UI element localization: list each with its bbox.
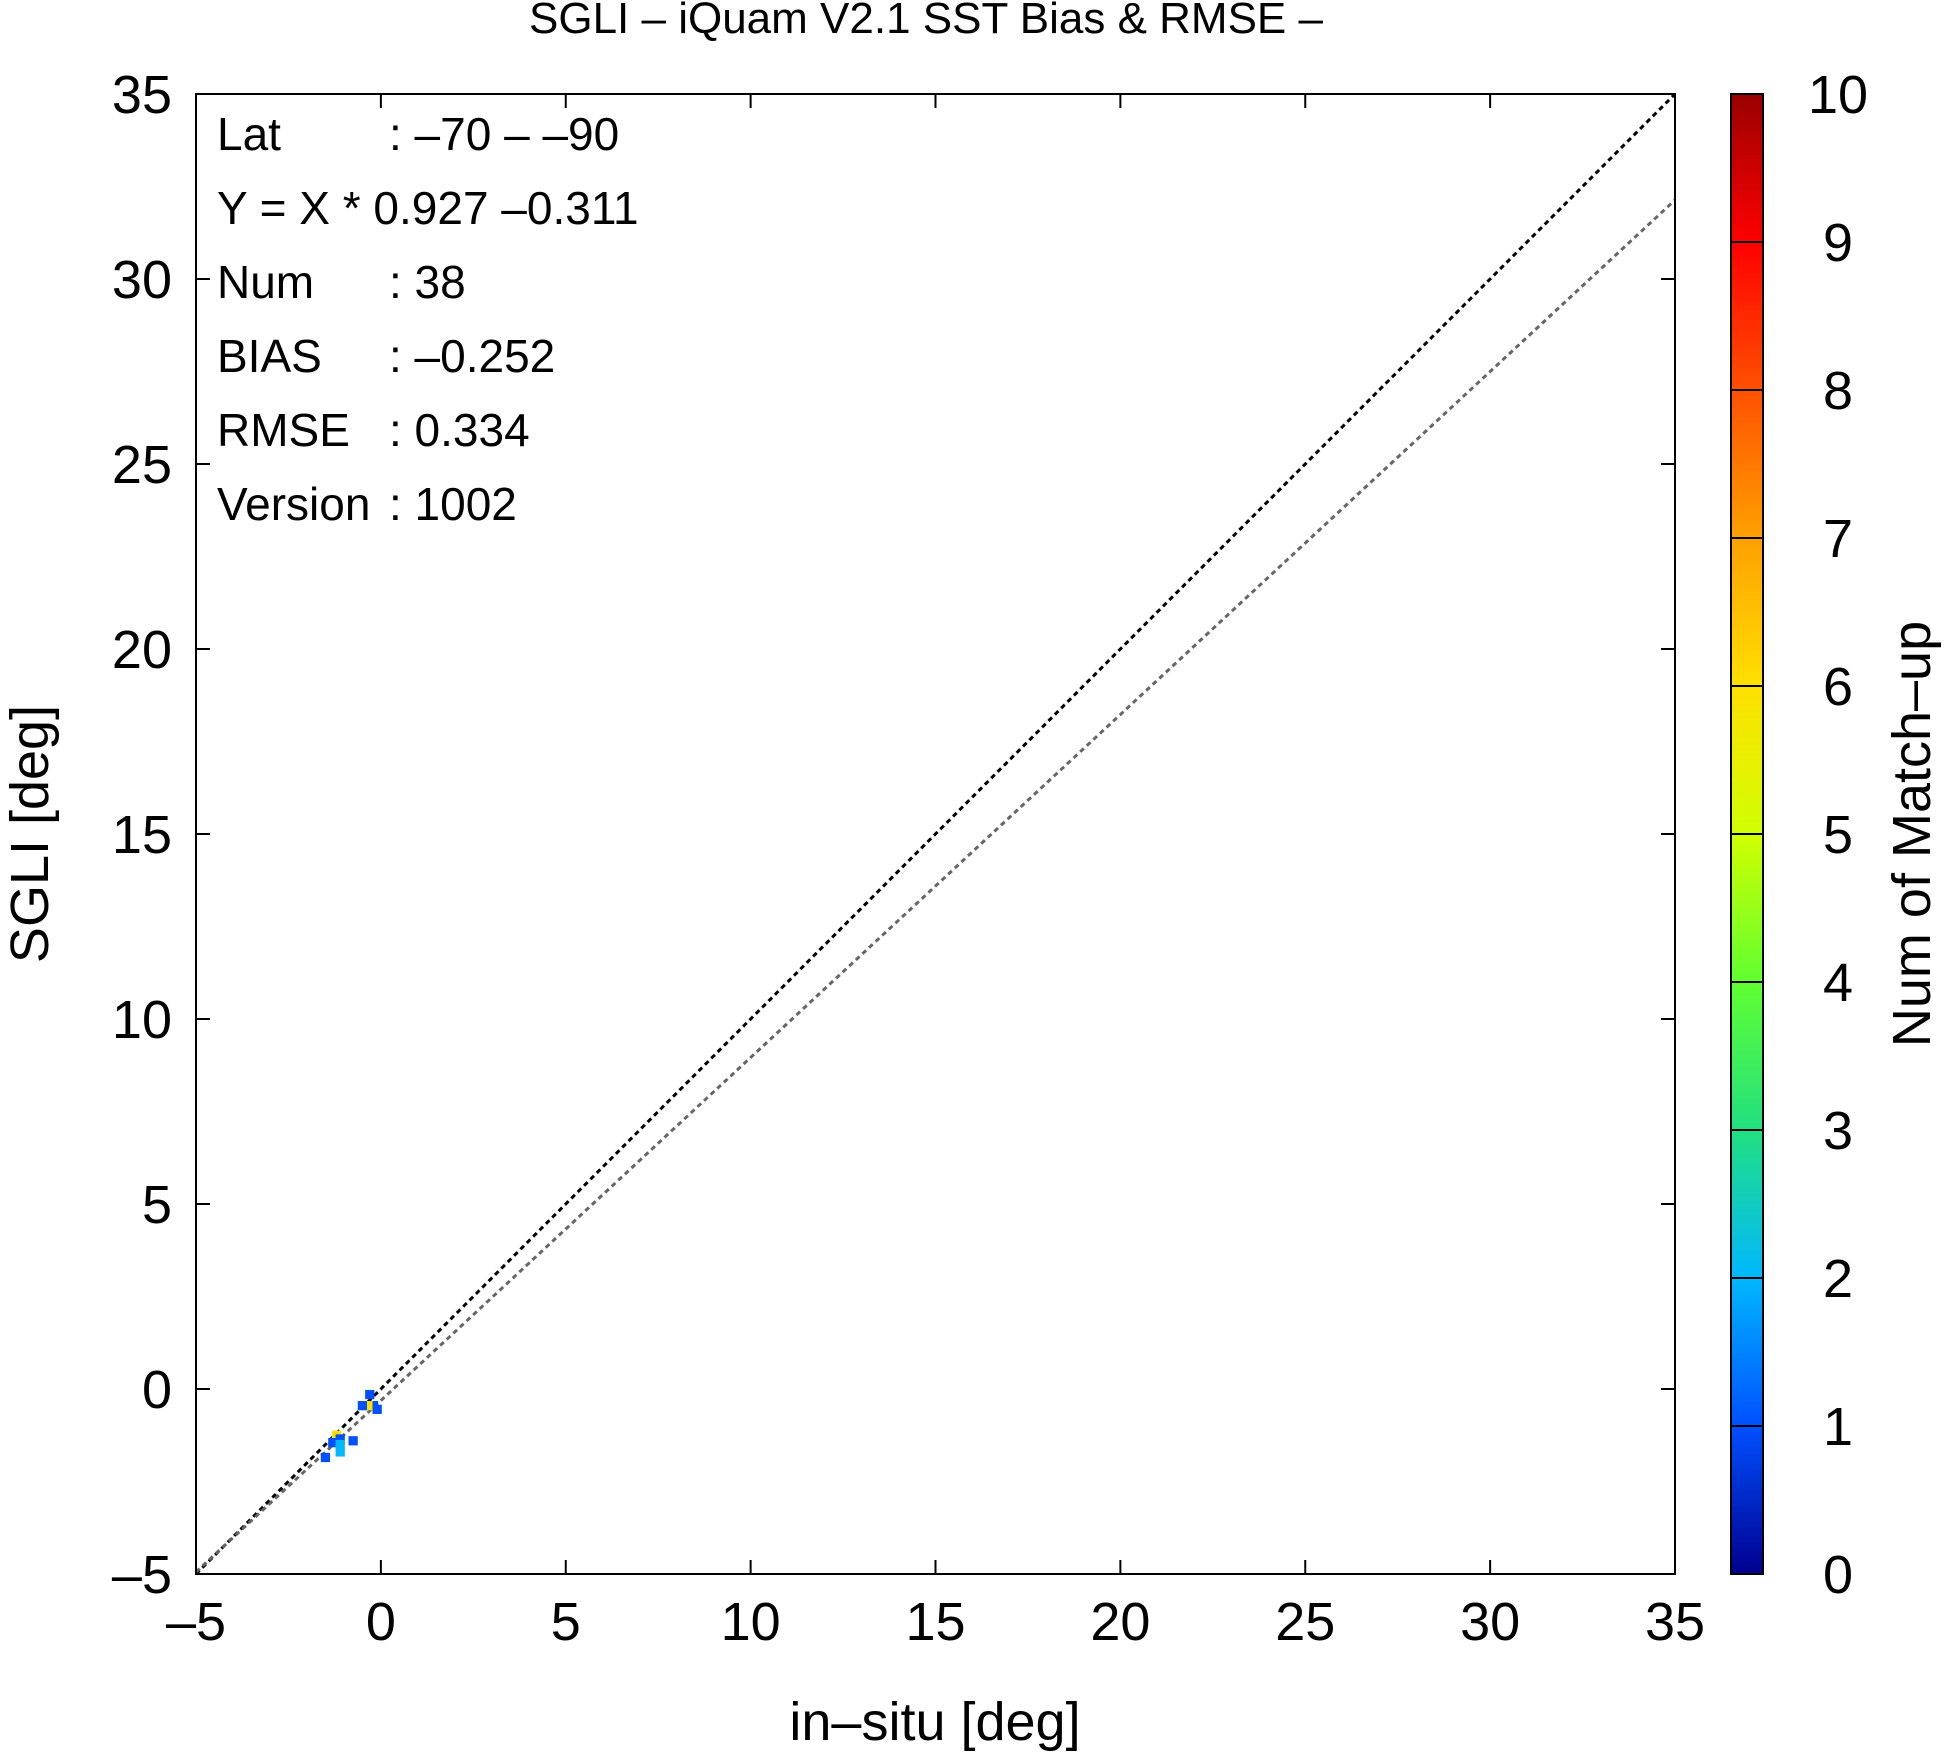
colorbar-tick-label: 10: [1808, 65, 1868, 125]
one-to-one-line: [196, 94, 1675, 1574]
y-tick-label: 10: [112, 990, 172, 1050]
stat-value: : 1002: [389, 478, 517, 530]
colorbar-tick-label: 0: [1823, 1545, 1853, 1605]
density-cell: [335, 1439, 345, 1450]
density-cell: [348, 1436, 358, 1446]
stat-label: Lat: [217, 108, 281, 160]
density-cell: [363, 1401, 373, 1411]
x-tick-label: 5: [551, 1592, 581, 1652]
y-tick-label: –5: [112, 1545, 172, 1605]
y-tick-label: 20: [112, 620, 172, 680]
x-tick-label: 0: [366, 1592, 396, 1652]
x-tick-label: –5: [166, 1592, 226, 1652]
x-axis-label: in–situ [deg]: [789, 1692, 1080, 1752]
stat-label: Y = X * 0.927 –0.311: [217, 182, 639, 234]
colorbar-tick-label: 1: [1823, 1397, 1853, 1457]
x-tick-label: 20: [1090, 1592, 1150, 1652]
colorbar-tick-label: 5: [1823, 805, 1853, 865]
density-cell: [328, 1438, 338, 1448]
x-tick-label: 30: [1460, 1592, 1520, 1652]
density-cell: [365, 1389, 375, 1400]
stat-value: : –70 – –90: [389, 108, 619, 160]
x-tick-label: 35: [1645, 1592, 1705, 1652]
y-axis-label: SGLI [deg]: [0, 705, 60, 963]
y-tick-label: 15: [112, 805, 172, 865]
colorbar-tick-label: 3: [1823, 1101, 1853, 1161]
y-tick-label: 30: [112, 250, 172, 310]
stat-label: Version: [217, 478, 370, 530]
colorbar-label: Num of Match–up: [1882, 621, 1942, 1047]
colorbar-tick-label: 2: [1823, 1249, 1853, 1309]
x-tick-label: 10: [721, 1592, 781, 1652]
colorbar-tick-label: 8: [1823, 361, 1853, 421]
y-tick-label: 25: [112, 435, 172, 495]
stat-label: Num: [217, 256, 314, 308]
colorbar-tick-label: 7: [1823, 509, 1853, 569]
colorbar-tick-label: 9: [1823, 213, 1853, 273]
regression-line: [196, 198, 1675, 1574]
colorbar-tick-label: 4: [1823, 953, 1853, 1013]
y-tick-label: 35: [112, 65, 172, 125]
stat-label: BIAS: [217, 330, 322, 382]
stat-value: : –0.252: [389, 330, 555, 382]
colorbar-tick-label: 6: [1823, 657, 1853, 717]
chart-title: SGLI – iQuam V2.1 SST Bias & RMSE –: [529, 0, 1323, 43]
density-cell: [320, 1452, 331, 1463]
density-cell: [335, 1434, 345, 1444]
stat-value: : 0.334: [389, 404, 530, 456]
density-cell: [357, 1401, 368, 1411]
stat-value: : 38: [389, 256, 466, 308]
stat-label: RMSE: [217, 404, 350, 456]
x-tick-label: 15: [905, 1592, 965, 1652]
y-tick-label: 5: [142, 1175, 172, 1235]
density-cell: [335, 1447, 345, 1457]
density-cell: [372, 1404, 382, 1414]
y-tick-label: 0: [142, 1360, 172, 1420]
x-tick-label: 25: [1275, 1592, 1335, 1652]
